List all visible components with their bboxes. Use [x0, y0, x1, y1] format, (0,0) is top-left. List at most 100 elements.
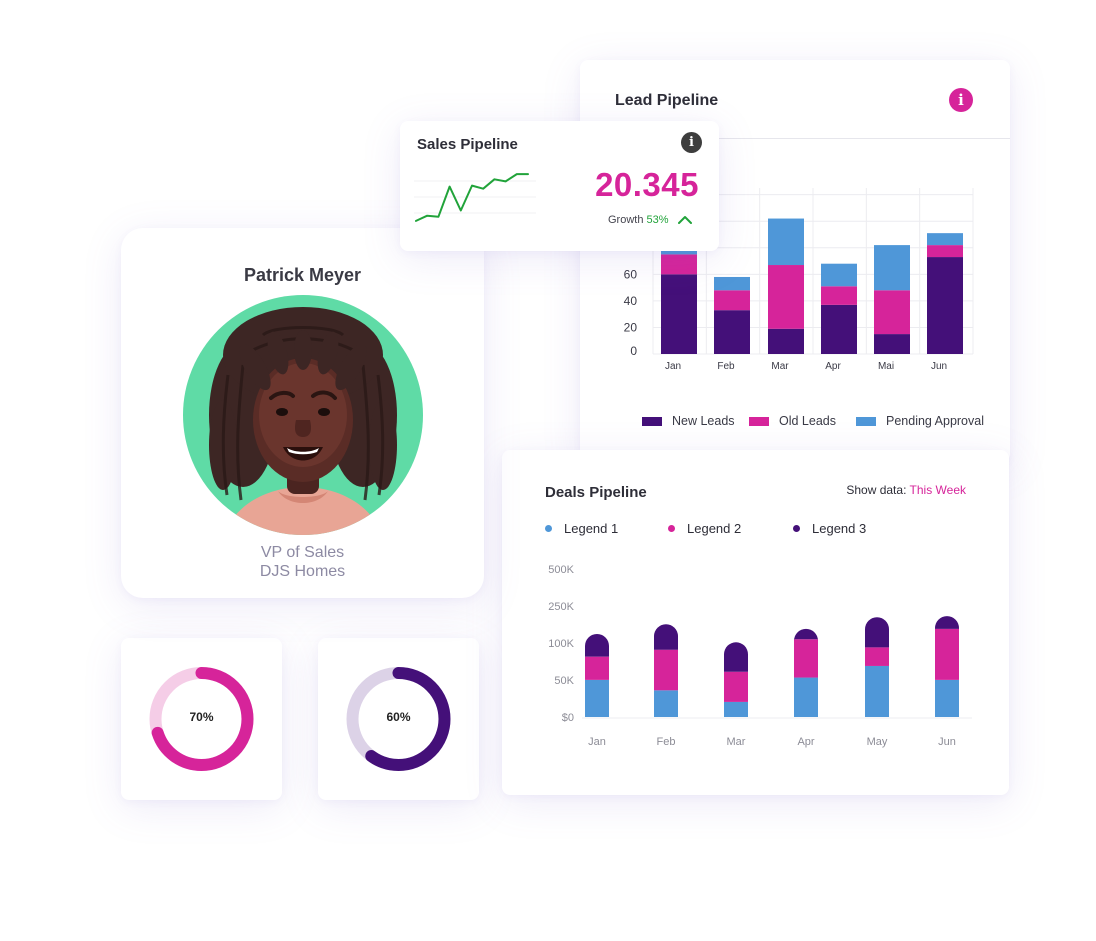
show-data-label: Show data: — [846, 483, 907, 497]
bar-segment — [927, 245, 963, 258]
legend-label: Legend 2 — [687, 521, 742, 536]
legend-dot — [793, 525, 800, 532]
bar-segment — [927, 257, 963, 354]
legend-item-3: Legend 3 — [793, 521, 866, 536]
bar-segment — [714, 310, 750, 354]
bar-segment — [661, 274, 697, 354]
bar-segment — [874, 334, 910, 354]
bar-segment — [661, 247, 697, 255]
legend-swatch — [856, 416, 876, 426]
bar-segment — [821, 304, 857, 354]
donut-progress — [149, 667, 254, 771]
bar-segment — [768, 265, 804, 329]
x-tick-label: Mai — [878, 361, 894, 372]
bar-segment — [585, 656, 609, 680]
growth-indicator: Growth 53% — [608, 214, 669, 226]
x-tick-label: Jan — [588, 736, 606, 748]
legend-item-old-leads: Old Leads — [749, 414, 836, 428]
bar-segment — [874, 245, 910, 291]
x-tick-label: Jun — [938, 736, 956, 748]
growth-label: Growth — [608, 214, 644, 226]
x-tick-label: May — [867, 736, 888, 748]
donut-label: 60% — [386, 710, 411, 724]
y-tick-label: 60 — [624, 267, 638, 281]
x-tick-label: Feb — [657, 736, 676, 748]
bar-segment — [821, 286, 857, 305]
bar-segment — [724, 671, 748, 702]
bar-segment — [865, 647, 889, 666]
legend-label: Old Leads — [779, 414, 836, 428]
bar-segment — [874, 290, 910, 335]
bar-segment — [935, 616, 959, 629]
bar-segment — [585, 679, 609, 717]
bar-segment — [714, 276, 750, 291]
profile-name: Patrick Meyer — [243, 265, 362, 285]
bar-segment — [724, 701, 748, 717]
legend-item-2: Legend 2 — [668, 521, 741, 536]
info-icon[interactable]: i — [681, 132, 702, 153]
sales-value: 20.345 — [595, 166, 699, 203]
y-tick-label: $0 — [562, 712, 574, 724]
chevron-up-icon — [678, 216, 692, 224]
deals-pipeline-card: Deals Pipeline Show data: This Week Lege… — [502, 450, 1009, 795]
bar-segment — [661, 254, 697, 275]
bar-segment — [654, 690, 678, 717]
legend-label: Legend 3 — [812, 521, 867, 536]
profile-role: VP of Sales — [260, 544, 345, 561]
growth-value: 53% — [646, 214, 669, 226]
lead-pipeline-chart: 0 20 40 60 Jan Feb Mar Apr Mai Jun — [624, 188, 974, 372]
legend-swatch — [749, 416, 769, 426]
bar-segment — [927, 233, 963, 246]
y-tick-label: 40 — [624, 294, 638, 308]
legend-label: New Leads — [672, 414, 735, 428]
legend-item-pending-approval: Pending Approval — [856, 414, 984, 428]
sales-pipeline-title: Sales Pipeline — [417, 136, 518, 153]
deals-pipeline-chart: $0 50K 100K 250K 500K Jan Feb Mar Apr May Jun — [548, 564, 972, 748]
bar-segment — [654, 624, 678, 650]
divider — [580, 138, 1010, 139]
avatar — [183, 295, 423, 535]
profile-company: DJS Homes — [259, 563, 346, 580]
donut-card-2: 60% — [318, 638, 479, 800]
bar-segment — [865, 665, 889, 717]
y-tick-label: 500K — [548, 564, 574, 576]
legend-label: Legend 1 — [564, 521, 619, 536]
sales-pipeline-card: Sales Pipeline i 20.345 Growth 53% — [400, 121, 719, 251]
bar-segment — [865, 617, 889, 648]
show-data-selector[interactable]: Show data: This Week — [846, 483, 966, 497]
donut-label: 70% — [189, 710, 214, 724]
sparkline-path — [415, 173, 529, 222]
x-tick-label: Apr — [825, 361, 841, 372]
donut-chart-2 — [346, 667, 451, 771]
bar-segment — [585, 633, 609, 657]
legend-swatch — [642, 416, 662, 426]
show-data-value[interactable]: This Week — [909, 483, 966, 497]
legend-dot — [668, 525, 675, 532]
lead-pipeline-title: Lead Pipeline — [615, 92, 719, 109]
legend-label: Pending Approval — [886, 414, 984, 428]
donut-chart-1 — [149, 667, 254, 771]
avatar-illustration — [209, 307, 397, 535]
legend-item-new-leads: New Leads — [642, 414, 735, 428]
legend-item-1: Legend 1 — [545, 521, 618, 536]
bar-segment — [714, 290, 750, 311]
donut-card-1: 70% — [121, 638, 282, 800]
y-tick-label: 250K — [548, 601, 574, 613]
bar-segment — [821, 263, 857, 287]
x-tick-label: Jan — [665, 361, 681, 372]
bar-segment — [768, 328, 804, 354]
legend-dot — [545, 525, 552, 532]
bar-segment — [935, 679, 959, 717]
info-icon[interactable]: i — [949, 88, 973, 112]
profile-card: Patrick Meyer — [121, 228, 484, 598]
x-tick-label: Feb — [717, 361, 735, 372]
x-tick-label: Mar — [771, 361, 789, 372]
y-tick-label: 20 — [624, 320, 638, 334]
bar-segment — [794, 628, 818, 641]
donut-progress — [346, 667, 451, 771]
x-tick-label: Jun — [931, 361, 947, 372]
y-tick-label: 0 — [630, 344, 637, 358]
bar-segment — [654, 649, 678, 691]
bar-segment — [935, 628, 959, 680]
deals-pipeline-title: Deals Pipeline — [545, 484, 647, 501]
